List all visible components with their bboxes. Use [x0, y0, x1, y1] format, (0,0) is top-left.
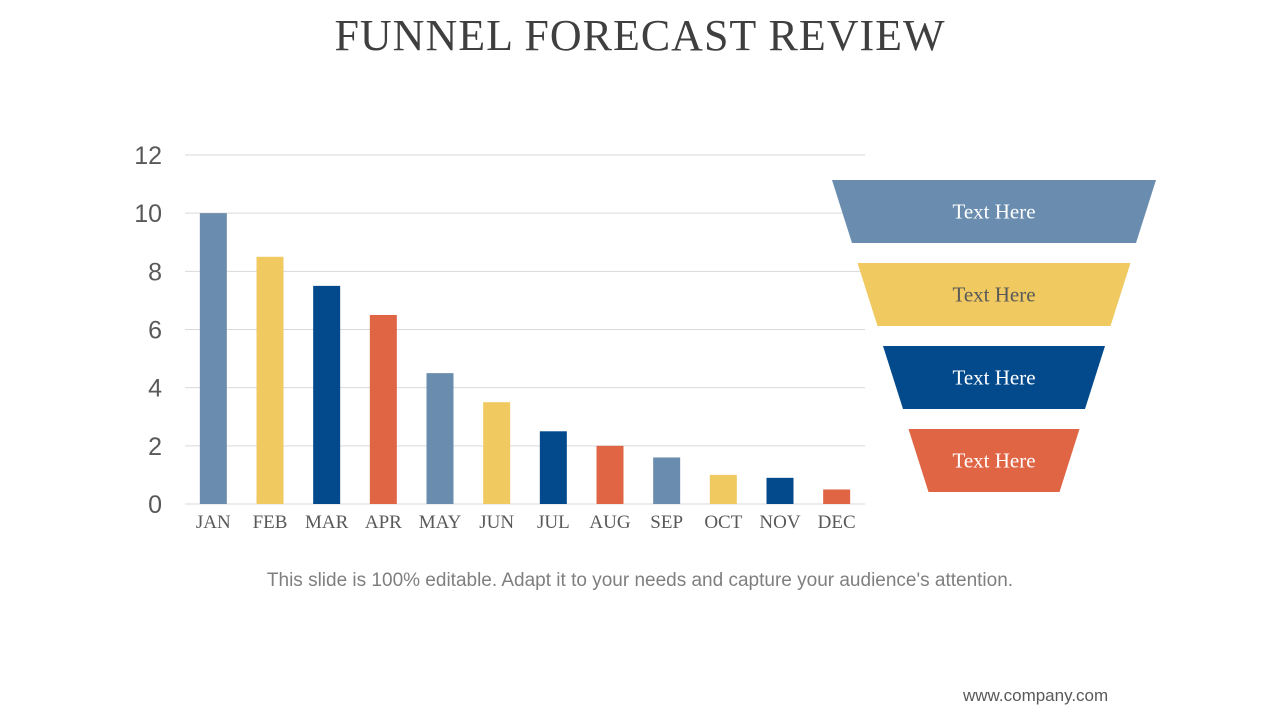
- y-tick-label: 8: [148, 258, 162, 286]
- funnel-diagram: Text Here Text Here Text Here Text Here: [832, 180, 1156, 492]
- funnel-stage-2: Text Here: [857, 263, 1131, 326]
- funnel-stage-shape: [908, 429, 1080, 492]
- x-tick-label: JUL: [537, 512, 570, 533]
- funnel-stage-1: Text Here: [832, 180, 1156, 243]
- bar-jan: [199, 213, 227, 504]
- bar-sep: [653, 457, 681, 504]
- funnel-stage-shape: [883, 346, 1105, 409]
- bar-jul: [539, 431, 567, 504]
- bar-dec: [823, 489, 851, 504]
- footer-url: www.company.com: [963, 686, 1109, 705]
- x-tick-label: MAY: [419, 512, 462, 533]
- bar-series: [199, 213, 851, 504]
- x-axis-ticks: JAN FEB MAR APR MAY JUN JUL AUG SEP OCT NOV DEC: [196, 512, 856, 533]
- funnel-stage-label: Text Here: [952, 366, 1035, 390]
- x-tick-label: SEP: [650, 512, 683, 533]
- slide-title: FUNNEL FORECAST REVIEW: [334, 11, 946, 60]
- bar-oct: [709, 474, 737, 504]
- bar-feb: [256, 256, 284, 504]
- y-tick-label: 10: [134, 200, 162, 228]
- y-tick-label: 4: [148, 375, 162, 403]
- funnel-stage-3: Text Here: [883, 346, 1105, 409]
- funnel-stage-shape: [857, 263, 1131, 326]
- bar-apr: [369, 314, 397, 504]
- x-tick-label: NOV: [759, 512, 800, 533]
- x-tick-label: FEB: [253, 512, 288, 533]
- x-tick-label: JAN: [196, 512, 231, 533]
- funnel-stage-shape: [832, 180, 1156, 243]
- funnel-stage-label: Text Here: [952, 449, 1035, 473]
- y-tick-label: 2: [148, 433, 162, 461]
- y-tick-label: 0: [148, 491, 162, 519]
- x-tick-label: MAR: [305, 512, 349, 533]
- bar-may: [426, 373, 454, 504]
- y-axis-ticks: 0 2 4 6 8 10 12: [134, 142, 162, 519]
- x-tick-label: JUN: [479, 512, 514, 533]
- x-tick-label: OCT: [704, 512, 742, 533]
- y-tick-label: 12: [134, 142, 162, 170]
- bar-aug: [596, 445, 624, 504]
- bar-mar: [313, 285, 341, 504]
- funnel-stage-4: Text Here: [908, 429, 1080, 492]
- x-tick-label: AUG: [589, 512, 630, 533]
- x-tick-label: DEC: [818, 512, 856, 533]
- bar-jun: [483, 402, 511, 504]
- slide-caption: This slide is 100% editable. Adapt it to…: [266, 570, 1014, 591]
- y-tick-label: 6: [148, 317, 162, 345]
- bar-nov: [766, 477, 794, 504]
- x-tick-label: APR: [365, 512, 402, 533]
- funnel-stage-label: Text Here: [952, 283, 1035, 307]
- funnel-stage-label: Text Here: [952, 200, 1035, 224]
- chart-gridlines: [185, 154, 865, 505]
